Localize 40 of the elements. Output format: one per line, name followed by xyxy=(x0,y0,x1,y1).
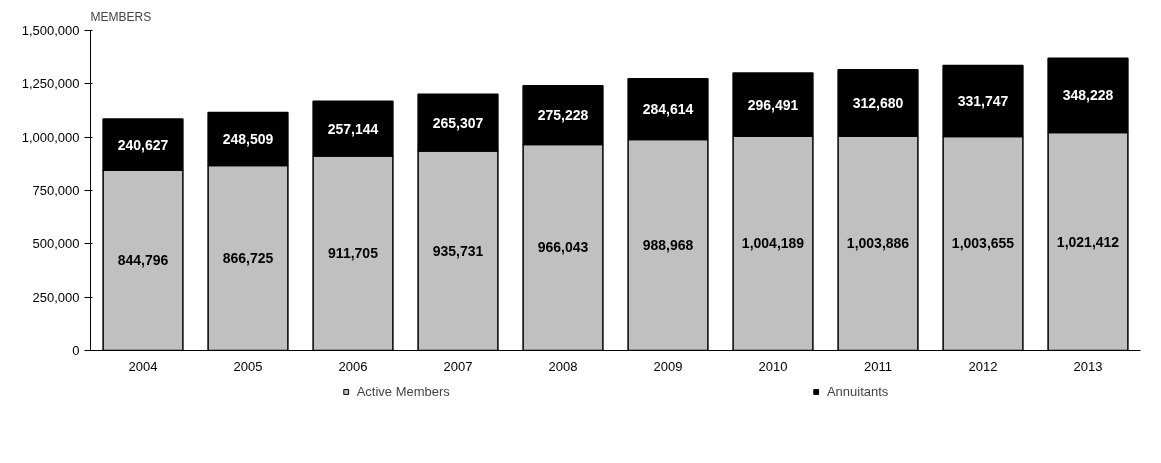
x-tick-label: 2005 xyxy=(233,358,263,374)
x-tick-label: 2013 xyxy=(1073,358,1103,374)
data-label: 1,003,886 xyxy=(846,235,910,252)
y-tick-label: 750,000 xyxy=(32,183,80,198)
y-tick-label: 1,000,000 xyxy=(21,129,80,145)
y-tick-label: 1,500,000 xyxy=(21,23,80,38)
y-tick-label: 0 xyxy=(72,343,80,358)
y-tick-label: 250,000 xyxy=(32,289,80,305)
data-label: 911,705 xyxy=(328,245,379,262)
y-tick-label: 500,000 xyxy=(32,236,80,252)
x-tick-label: 2006 xyxy=(338,358,368,374)
y-axis-title: MEMBERS xyxy=(90,9,152,24)
data-label: 1,021,412 xyxy=(1056,233,1120,250)
data-label: 240,627 xyxy=(117,136,169,153)
data-label: 1,004,189 xyxy=(741,235,805,252)
x-tick-label: 2009 xyxy=(653,358,683,374)
y-tick-label: 1,250,000 xyxy=(21,76,80,92)
legend-label: Annuitants xyxy=(826,383,889,399)
data-label: 844,796 xyxy=(117,252,169,269)
x-tick-label: 2004 xyxy=(128,358,158,374)
data-label: 866,725 xyxy=(222,250,274,267)
data-label: 257,144 xyxy=(327,120,379,137)
data-label: 1,003,655 xyxy=(951,235,1015,252)
data-label: 966,043 xyxy=(537,239,589,256)
data-label: 331,747 xyxy=(957,93,1009,109)
x-tick-label: 2011 xyxy=(864,358,892,374)
x-tick-label: 2007 xyxy=(443,358,473,374)
legend-label: Active Members xyxy=(356,383,450,399)
data-label: 248,509 xyxy=(222,131,274,148)
x-tick-label: 2010 xyxy=(758,358,788,374)
data-label: 265,307 xyxy=(432,114,484,131)
data-label: 275,228 xyxy=(537,107,589,124)
data-label: 348,228 xyxy=(1062,87,1114,104)
data-label: 312,680 xyxy=(852,94,904,111)
data-label: 935,731 xyxy=(432,242,484,259)
data-label: 284,614 xyxy=(642,101,694,118)
x-tick-label: 2008 xyxy=(548,358,578,374)
x-tick-label: 2012 xyxy=(968,358,998,374)
data-label: 296,491 xyxy=(747,96,799,113)
data-label: 988,968 xyxy=(642,237,694,254)
